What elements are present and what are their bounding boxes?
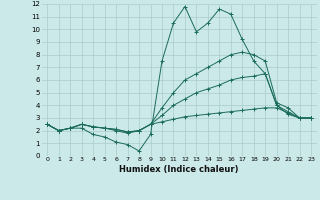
X-axis label: Humidex (Indice chaleur): Humidex (Indice chaleur) bbox=[119, 165, 239, 174]
